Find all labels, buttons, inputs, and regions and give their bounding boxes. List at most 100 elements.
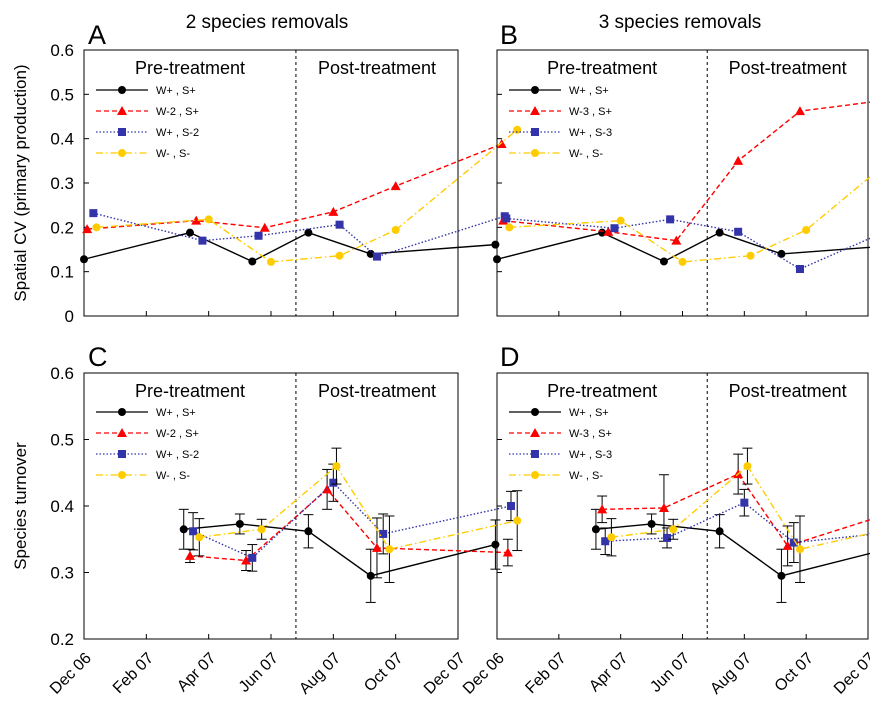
data-point [259,222,270,232]
data-point [715,527,724,536]
y-tick-label: 0.3 [50,564,74,583]
data-point [322,484,333,494]
data-point [184,550,195,560]
data-point [795,265,804,274]
legend-label: W-3 , S+ [569,428,612,440]
legend-label: W+ , S-3 [569,127,612,139]
y-tick-label: 0.5 [50,431,74,450]
series-2 [89,209,509,261]
data-point [195,533,204,542]
legend-label: W+ , S+ [156,85,196,97]
data-point [379,529,388,538]
legend-marker [118,128,126,136]
data-point [80,255,88,264]
data-point [647,519,656,528]
data-point [502,214,511,223]
data-point [591,525,600,534]
data-point [610,224,619,233]
legend-label: W-3 , S+ [569,106,612,118]
y-tick-label: 0.2 [50,218,74,237]
series-line [509,176,870,263]
data-point [267,257,275,266]
data-point [332,462,341,471]
series-0 [493,228,870,266]
data-point [179,525,188,534]
x-tick-label: Oct 07 [772,650,817,695]
x-tick-label: Apr 07 [174,650,219,695]
y-axis-label: Species turnover [11,442,30,570]
series-line [503,101,870,242]
y-axis-label: Spatial CV (primary production) [11,64,30,301]
legend-marker [531,149,539,157]
data-point [185,228,194,237]
data-point [734,227,743,236]
legend-label: W- , S- [569,470,603,482]
x-tick-label: Aug 07 [707,650,755,698]
series-line [83,231,496,263]
data-point [235,519,244,528]
legend-label: W+ , S+ [569,407,609,419]
series-line [595,523,870,577]
legend-marker [117,428,127,437]
x-tick-label: Dec 07 [421,650,469,698]
data-point [241,555,252,565]
y-tick-label: 0.4 [50,130,74,149]
data-point [304,228,313,237]
data-point [248,553,257,562]
legend-label: W+ , S-2 [156,449,199,461]
series-line [93,212,505,258]
series-line [87,143,502,230]
panel-letter: B [500,20,518,50]
x-tick-label: Apr 07 [586,650,631,695]
data-point [802,225,811,234]
data-point [257,525,266,534]
data-point [372,252,381,261]
data-point [740,498,749,507]
plot-frame [83,372,459,640]
data-point [597,504,608,514]
pre-treatment-label: Pre-treatment [135,58,245,78]
x-tick-label: Dec 06 [47,650,95,698]
pre-treatment-label: Pre-treatment [547,58,657,78]
legend-marker [118,450,126,458]
data-point [669,525,678,534]
data-point [777,571,786,580]
x-tick-label: Feb 07 [522,650,569,697]
y-tick-label: 0.6 [50,364,74,383]
post-treatment-label: Post-treatment [318,381,436,401]
legend-label: W+ , S+ [156,407,196,419]
panel-c: C 0.2 0.3 0.4 0.5 0.6 Species turnover Dec 06 Fe… [11,342,523,698]
panel-b: B Pre-treatment Post-treatment W+ , S+ W-3 ,… [493,20,870,317]
legend-marker [531,86,539,94]
data-point [794,106,805,116]
x-tick-label: Dec 06 [460,650,508,698]
series-2 [502,214,870,274]
data-point [663,533,672,542]
series-2 [188,463,516,572]
series-0 [80,228,500,266]
data-point [513,125,522,134]
data-point [371,542,382,552]
y-tick-label: 0.2 [50,630,74,649]
series-line [96,129,518,263]
data-point [189,527,198,536]
y-tick-label: 0.3 [50,174,74,193]
data-point [248,257,257,266]
y-tick-label: 0 [65,307,74,326]
data-point [666,215,675,224]
legend-label: W-2 , S+ [156,106,199,118]
data-point [715,228,724,237]
series-line [602,473,870,547]
legend-marker [118,471,126,479]
series-line [605,501,870,544]
pre-treatment-label: Pre-treatment [547,381,657,401]
panel-letter: D [500,342,520,372]
data-point [304,527,313,536]
data-point [678,257,687,266]
legend-label: W+ , S-3 [569,449,612,461]
series-0 [590,508,870,603]
panel-a: A 0 0.1 0.2 0.3 0.4 0.5 0.6 Spatial CV (primary … [11,20,522,326]
data-point [789,538,798,547]
data-point [658,502,669,512]
legend-marker [118,408,126,416]
